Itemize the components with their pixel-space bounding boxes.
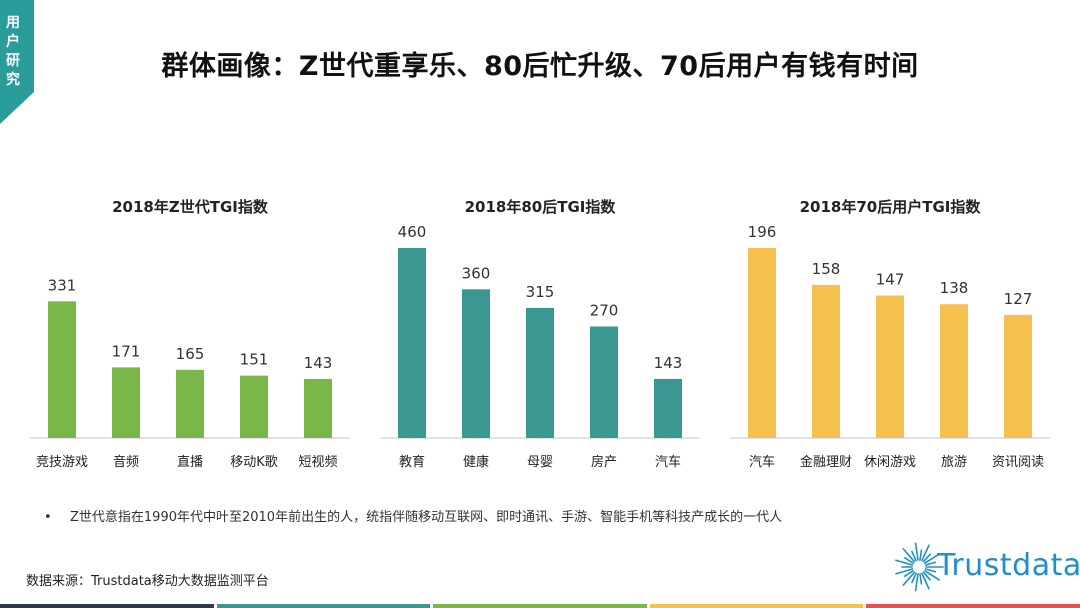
sunburst-ray: [911, 550, 917, 562]
sunburst-ray: [895, 568, 914, 575]
sunburst-ray: [924, 569, 940, 581]
bar-移动K歌: [240, 375, 268, 438]
footnote: • Z世代意指在1990年代中叶至2010年前出生的人，统指伴随移动互联网、即时通…: [44, 506, 782, 525]
bar-竞技游戏: [48, 301, 76, 438]
bar-金融理财: [812, 284, 840, 438]
data-label: 315: [526, 283, 555, 301]
chart-70s: 2018年70后用户TGI指数 196 汽车 158 金融理财 147 休闲游戏 138 旅游…: [730, 190, 1050, 480]
bar-旅游: [940, 304, 968, 438]
category-label: 资讯阅读: [992, 455, 1044, 470]
bar-音频: [112, 367, 140, 438]
category-label: 旅游: [941, 455, 967, 470]
category-label: 竞技游戏: [36, 454, 88, 470]
chart-title: 2018年80后TGI指数: [464, 198, 616, 216]
page-title: 群体画像：Z世代重享乐、80后忙升级、70后用户有钱有时间: [161, 51, 919, 82]
category-label: 教育: [399, 454, 425, 470]
data-label: 158: [812, 260, 841, 278]
bar-教育: [398, 248, 426, 438]
bottom-color-bar: [0, 604, 1080, 608]
bottom-bar-segment: [433, 604, 647, 608]
category-label: 金融理财: [800, 454, 852, 470]
footnote-bullet: •: [44, 510, 52, 525]
data-label: 171: [112, 342, 141, 360]
sunburst-ray: [911, 572, 917, 584]
sunburst-ray: [922, 571, 931, 581]
sunburst-ray: [922, 553, 931, 563]
sunburst-ray: [914, 573, 919, 592]
sunburst-ray: [919, 549, 923, 561]
bar-健康: [462, 289, 490, 438]
sunburst-ray: [914, 542, 919, 561]
bottom-bar-segment: [216, 604, 431, 608]
bottom-bar-segment: [0, 604, 214, 608]
data-label: 147: [876, 271, 905, 289]
data-label: 196: [748, 223, 777, 241]
data-label: 127: [1004, 290, 1033, 308]
data-label: 331: [48, 276, 77, 294]
bar-直播: [176, 369, 204, 438]
sunburst-ray: [902, 571, 916, 586]
sunburst-ray: [921, 572, 930, 590]
data-label: 143: [654, 354, 683, 372]
sunburst-ray: [903, 557, 914, 565]
bar-短视频: [304, 378, 332, 438]
category-label: 休闲游戏: [864, 455, 916, 470]
section-tab: 用户研究: [0, 0, 34, 124]
chart-z-generation-plot: 331 竞技游戏 171 音频 165 直播 151 移动K歌 143 短视频: [30, 276, 350, 470]
chart-80s: 2018年80后TGI指数 460 教育 360 健康 315 母婴 270 房产 143 汽车: [380, 190, 700, 480]
sunburst-ray: [924, 568, 937, 573]
category-label: 房产: [591, 454, 617, 470]
bar-资讯阅读: [1004, 314, 1032, 438]
chart-title: 2018年Z世代TGI指数: [112, 198, 268, 216]
section-tab-label: 用户研究: [6, 15, 20, 88]
bar-汽车: [654, 378, 682, 438]
sunburst-ray: [924, 553, 940, 565]
category-label: 音频: [113, 454, 139, 470]
footnote-text: Z世代意指在1990年代中叶至2010年前出生的人，统指伴随移动互联网、即时通讯…: [70, 510, 783, 525]
chart-title: 2018年70后用户TGI指数: [799, 198, 981, 216]
sunburst-ray: [902, 548, 916, 563]
bottom-bar-segment: [649, 604, 864, 608]
trustdata-logo: Trustdata: [893, 540, 1080, 594]
data-label: 270: [590, 301, 619, 319]
data-label: 165: [176, 345, 205, 363]
data-label: 138: [940, 279, 969, 297]
data-label: 360: [462, 264, 491, 282]
bar-母婴: [526, 307, 554, 438]
data-source: 数据来源：Trustdata移动大数据监测平台: [26, 574, 269, 589]
category-label: 移动K歌: [230, 455, 278, 470]
category-label: 母婴: [527, 455, 553, 470]
data-label: 143: [304, 354, 333, 372]
sunburst-ray: [924, 561, 937, 566]
sunburst-ray: [903, 569, 914, 577]
sunburst-ray: [895, 559, 914, 566]
chart-z-generation: 2018年Z世代TGI指数 331 竞技游戏 171 音频 165 直播 151 移动K歌 14…: [30, 190, 350, 480]
data-label: 151: [240, 351, 269, 369]
bar-休闲游戏: [876, 295, 904, 438]
data-label: 460: [398, 223, 427, 241]
chart-70s-plot: 196 汽车 158 金融理财 147 休闲游戏 138 旅游 127 资讯阅读: [730, 223, 1050, 470]
category-label: 短视频: [298, 455, 337, 470]
bottom-bar-segment: [866, 604, 1080, 608]
bar-汽车: [748, 248, 776, 438]
category-label: 健康: [463, 454, 489, 470]
sunburst-ray: [921, 544, 930, 562]
sunburst-icon: [895, 542, 944, 592]
category-label: 汽车: [655, 454, 681, 470]
logo-text: Trustdata: [937, 548, 1080, 583]
category-label: 直播: [177, 455, 203, 470]
sunburst-ray: [919, 573, 923, 585]
category-label: 汽车: [749, 454, 775, 470]
bar-房产: [590, 326, 618, 438]
chart-80s-plot: 460 教育 360 健康 315 母婴 270 房产 143 汽车: [380, 223, 700, 470]
section-tab-shape: [0, 0, 34, 124]
